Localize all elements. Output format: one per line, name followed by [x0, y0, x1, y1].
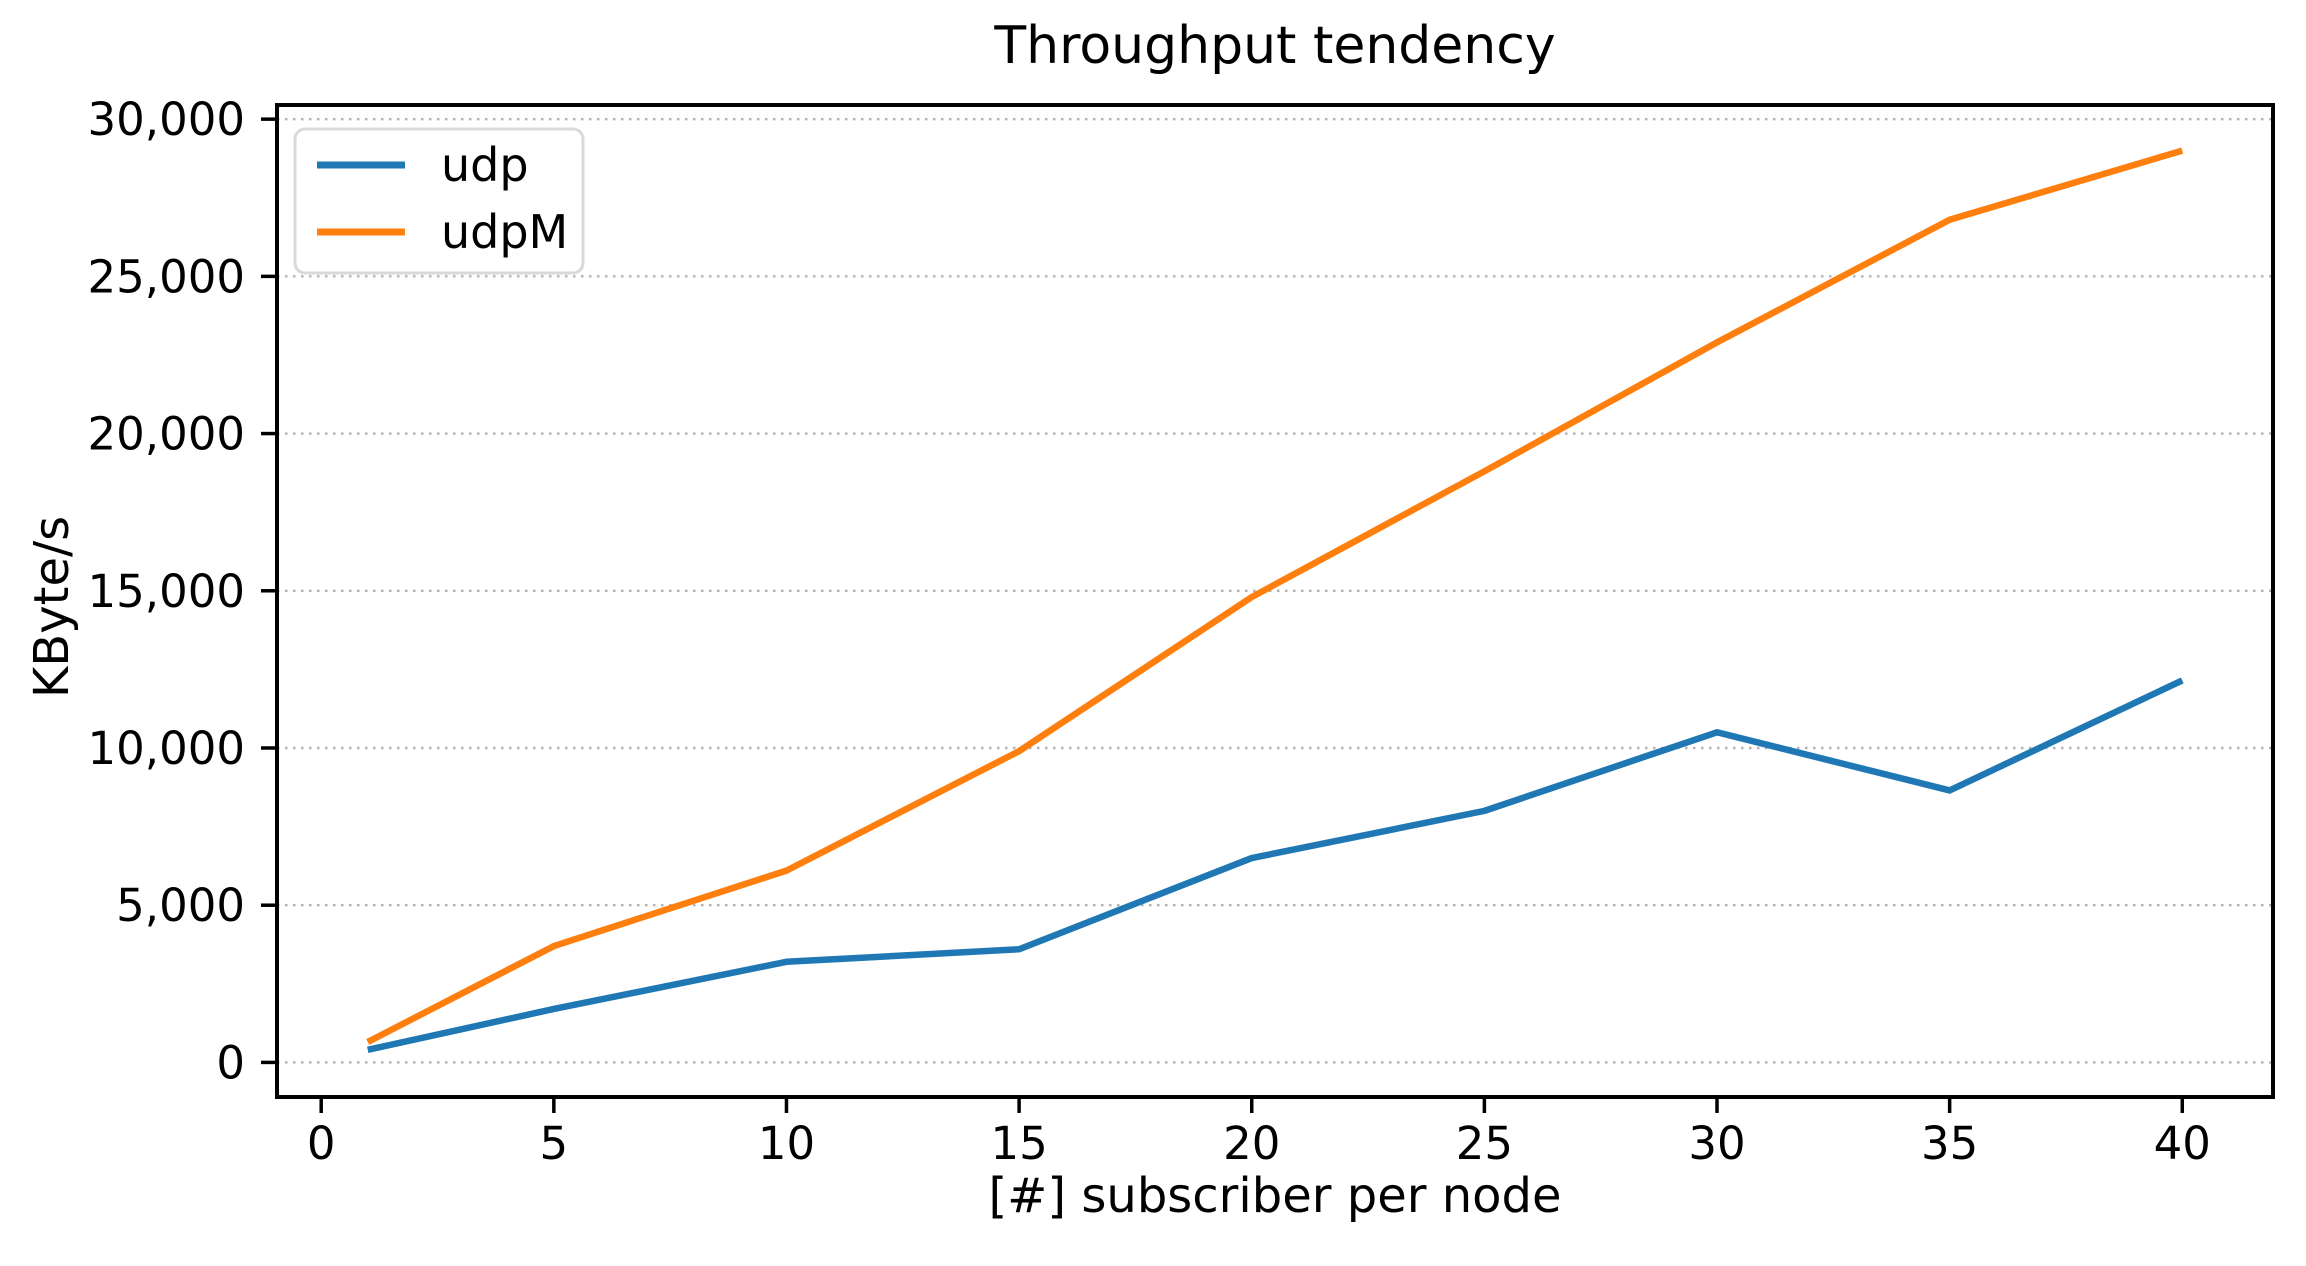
x-tick-label: 35 [1921, 1117, 1978, 1170]
x-tick-label: 10 [758, 1117, 815, 1170]
y-tick-label: 15,000 [88, 565, 245, 618]
legend-label-udp: udp [441, 138, 529, 192]
y-tick-label: 25,000 [88, 250, 245, 303]
x-tick-label: 5 [540, 1117, 569, 1170]
chart-title: Throughput tendency [994, 16, 1556, 76]
y-tick-label: 30,000 [88, 93, 245, 146]
y-axis-ticks: 0 5,000 10,000 15,000 20,000 25,000 30,000 [88, 93, 275, 1089]
y-tick-label: 10,000 [88, 722, 245, 775]
x-tick-label: 40 [2154, 1117, 2211, 1170]
legend: udp udpM [293, 127, 585, 275]
y-tick-label: 5,000 [116, 879, 245, 932]
series-line-udpM [366, 147, 2184, 1045]
y-tick-label: 0 [216, 1036, 245, 1089]
series-line-udp [367, 677, 2184, 1054]
x-tick-label: 0 [307, 1117, 336, 1170]
x-tick-label: 15 [990, 1117, 1047, 1170]
x-tick-label: 25 [1456, 1117, 1513, 1170]
x-axis-ticks: 0 5 10 15 20 25 30 35 40 [307, 1099, 2211, 1170]
x-tick-label: 30 [1688, 1117, 1745, 1170]
x-tick-label: 20 [1223, 1117, 1280, 1170]
axes-spines [275, 103, 2275, 1099]
legend-label-udpM: udpM [441, 205, 568, 259]
x-axis-label: [#] subscriber per node [988, 1168, 1562, 1224]
y-tick-label: 20,000 [88, 408, 245, 461]
